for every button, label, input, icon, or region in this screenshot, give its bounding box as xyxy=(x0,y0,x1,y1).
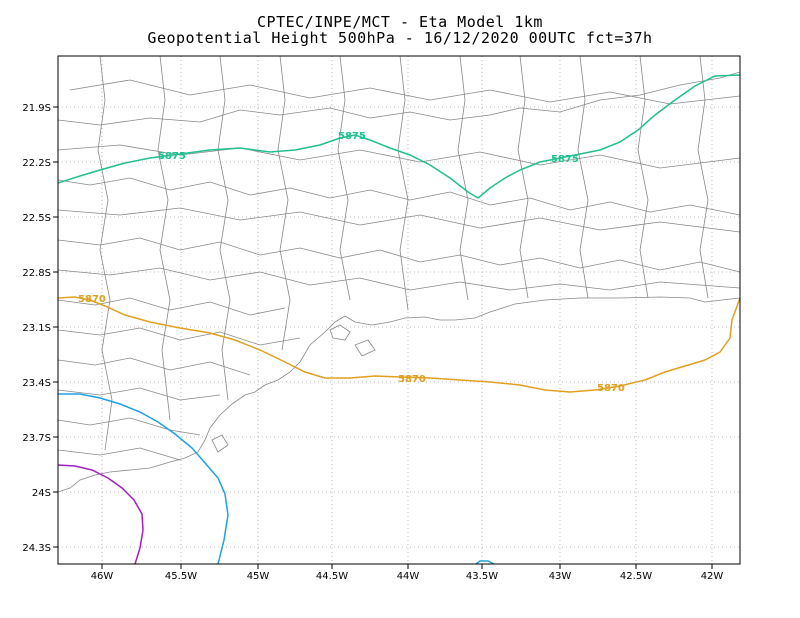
map-title-line2: Geopotential Height 500hPa - 16/12/2020 … xyxy=(147,29,653,47)
contour-5870 xyxy=(58,296,740,393)
y-tick-label: 21.9S xyxy=(22,103,51,114)
contour-label: 5875 xyxy=(551,154,579,165)
y-tick-label: 22.8S xyxy=(22,268,51,279)
state-border xyxy=(58,71,740,126)
contour-blue-small xyxy=(475,560,495,564)
x-tick-label: 42.5W xyxy=(620,571,652,582)
y-tick-label: 24S xyxy=(32,488,51,499)
x-tick-label: 45.5W xyxy=(165,571,197,582)
x-tick-label: 43.5W xyxy=(466,571,498,582)
contour-lines xyxy=(58,74,740,564)
contour-label: 5875 xyxy=(158,151,186,162)
y-axis-ticks: 21.9S 22.2S 22.5S 22.8S 23.1S 23.4S 23.7S 24S 24… xyxy=(22,103,58,554)
y-tick-label: 22.2S xyxy=(22,158,51,169)
x-tick-label: 42W xyxy=(701,571,724,582)
contour-label: 5870 xyxy=(597,383,625,394)
y-tick-label: 24.3S xyxy=(22,543,51,554)
y-tick-label: 22.5S xyxy=(22,213,51,224)
contour-label: 5870 xyxy=(78,294,106,305)
x-axis-ticks: 46W 45.5W 45W 44.5W 44W 43.5W 43W 42.5W 42W xyxy=(91,564,724,582)
x-tick-label: 43W xyxy=(549,571,572,582)
plot-frame xyxy=(57,55,741,565)
x-tick-label: 44W xyxy=(397,571,420,582)
contour-purple xyxy=(58,464,144,564)
y-tick-label: 23.4S xyxy=(22,378,51,389)
contour-label: 5870 xyxy=(398,374,426,385)
x-tick-label: 44.5W xyxy=(316,571,348,582)
contour-blue xyxy=(58,393,229,564)
contour-5875 xyxy=(58,74,740,199)
contour-label: 5875 xyxy=(338,131,366,142)
contour-labels: 5875 5875 5875 5870 5870 5870 xyxy=(78,131,625,394)
coastline xyxy=(58,296,740,493)
map-title-line1: CPTEC/INPE/MCT - Eta Model 1km xyxy=(257,13,543,31)
x-tick-label: 45W xyxy=(247,571,270,582)
y-tick-label: 23.1S xyxy=(22,323,51,334)
y-tick-label: 23.7S xyxy=(22,433,51,444)
x-tick-label: 46W xyxy=(91,571,114,582)
municipal-borders xyxy=(58,56,740,493)
